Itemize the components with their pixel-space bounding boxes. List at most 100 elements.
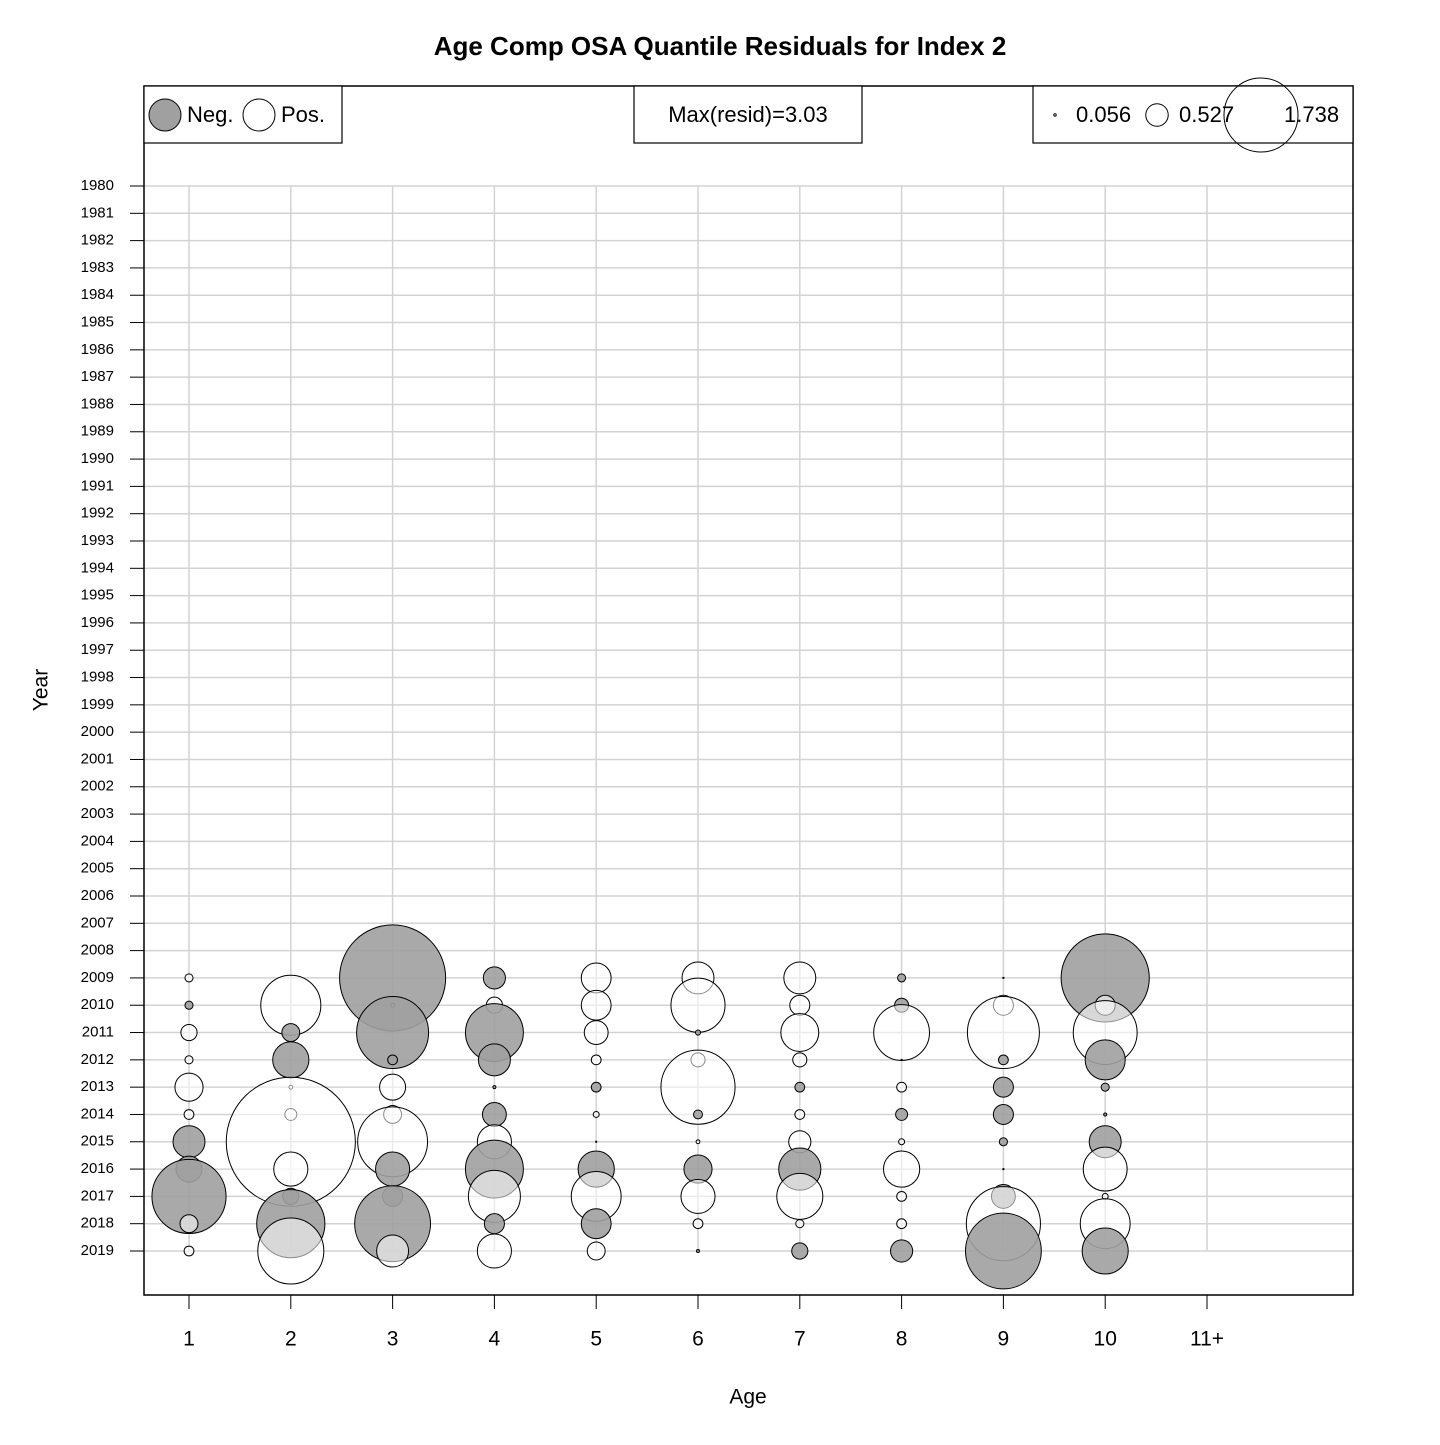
x-tick-label: 2: [285, 1328, 297, 1351]
legend: Max(resid)=3.03 Neg. Pos. 0.056 0.527 1.738: [143, 77, 1354, 153]
y-tick-label: 2010: [81, 996, 114, 1013]
y-tick-label: 2004: [81, 832, 114, 849]
positive-bubble: [692, 1218, 704, 1230]
negative-bubble: [1002, 976, 1005, 980]
y-tick-label: 2008: [81, 942, 114, 959]
positive-bubble: [898, 1138, 906, 1146]
y-tick-label: 2009: [81, 969, 114, 986]
positive-bubble: [174, 1072, 204, 1102]
positive-bubble: [183, 1109, 195, 1120]
y-tick-label: 2018: [81, 1215, 114, 1232]
positive-bubble: [590, 1054, 602, 1066]
positive-bubble: [1082, 1146, 1128, 1192]
size-legend-label: 0.527: [1179, 102, 1234, 127]
x-tick-label: 1: [183, 1328, 195, 1351]
y-tick-label: 1984: [81, 286, 114, 303]
negative-bubble: [482, 966, 506, 990]
positive-bubble: [896, 1081, 907, 1093]
size-legend-label: 0.056: [1076, 102, 1131, 127]
positive-bubble: [476, 1233, 512, 1269]
negative-bubble: [483, 1213, 505, 1235]
y-tick-label: 2015: [81, 1133, 114, 1150]
negative-bubble: [998, 1137, 1008, 1147]
negative-bubble: [794, 1081, 806, 1093]
positive-bubble: [783, 961, 817, 995]
legend-label: Neg.: [187, 102, 233, 127]
positive-bubble: [680, 1178, 716, 1214]
positive-bubble: [789, 994, 811, 1016]
negative-bubble: [387, 1054, 398, 1066]
negative-bubble: [151, 1158, 227, 1234]
y-tick-label: 2002: [81, 778, 114, 795]
positive-bubble: [179, 1214, 199, 1234]
x-tick-label: 10: [1094, 1328, 1117, 1351]
positive-bubble: [900, 1058, 903, 1061]
y-tick-label: 2005: [81, 860, 114, 877]
y-tick-label: 1980: [81, 177, 114, 194]
positive-bubble: [273, 1151, 309, 1187]
negative-bubble: [1103, 1112, 1108, 1117]
negative-bubble: [693, 1109, 703, 1120]
positive-bubble: [792, 1052, 808, 1068]
x-tick-label: 11+: [1190, 1328, 1224, 1351]
positive-bubble: [873, 1004, 931, 1061]
max-label: Max(resid)=3.03: [668, 102, 828, 127]
negative-bubble: [356, 996, 430, 1070]
positive-bubble: [776, 1172, 824, 1220]
legend-box: [1032, 85, 1354, 144]
bubbles: [151, 924, 1150, 1290]
legend-box: [633, 85, 863, 144]
positive-bubble: [379, 1073, 407, 1101]
negative-bubble: [992, 1076, 1014, 1098]
positive-bubble: [257, 1217, 325, 1285]
y-tick-label: 2019: [81, 1242, 114, 1259]
positive-bubble: [795, 1219, 805, 1229]
y-tick-label: 1992: [81, 505, 114, 522]
size-legend-label: 1.738: [1284, 102, 1339, 127]
negative-bubble: [492, 1085, 497, 1090]
negative-bubble: [890, 1239, 914, 1263]
positive-bubble: [780, 1013, 820, 1052]
y-tick-label: 1982: [81, 232, 114, 249]
y-tick-label: 1983: [81, 259, 114, 276]
negative-bubble: [895, 1107, 909, 1121]
y-tick-label: 1986: [81, 341, 114, 358]
y-tick-label: 1991: [81, 477, 114, 494]
positive-bubble: [376, 1234, 410, 1268]
positive-bubble: [580, 962, 612, 994]
x-axis-label: Age: [729, 1386, 766, 1409]
positive-bubble: [794, 1109, 806, 1120]
negative-bubble: [272, 1041, 310, 1079]
y-tick-label: 1985: [81, 314, 114, 331]
positive-bubble: [896, 1190, 907, 1202]
y-tick-label: 2001: [81, 750, 114, 767]
negative-bubble: [172, 1125, 206, 1159]
chart-title: Age Comp OSA Quantile Residuals for Inde…: [434, 31, 1007, 61]
x-tick-label: 4: [489, 1328, 501, 1351]
y-tick-label: 2003: [81, 805, 114, 822]
negative-bubble: [964, 1212, 1042, 1290]
negative-bubble: [998, 1054, 1009, 1066]
negative-bubble: [1081, 1227, 1129, 1275]
positive-bubble: [896, 1218, 907, 1230]
positive-bubble: [592, 1110, 600, 1118]
positive-bubble: [184, 973, 194, 983]
size-legend-circle: [1145, 103, 1169, 127]
y-tick-label: 1988: [81, 395, 114, 412]
negative-bubble: [477, 1043, 511, 1077]
y-tick-label: 1997: [81, 641, 114, 658]
y-tick-label: 1993: [81, 532, 114, 549]
y-tick-label: 1996: [81, 614, 114, 631]
negative-bubble: [281, 1023, 301, 1042]
negative-bubble: [897, 973, 907, 983]
y-tick-label: 1995: [81, 587, 114, 604]
positive-bubble: [586, 1241, 606, 1261]
negative-bubble: [1100, 1082, 1110, 1092]
y-tick-label: 2013: [81, 1078, 114, 1095]
positive-bubble: [595, 1140, 598, 1143]
size-legend-circle: [1223, 77, 1299, 153]
negative-bubble: [992, 1103, 1014, 1125]
positive-bubble: [583, 1020, 609, 1045]
negative-bubble: [184, 1000, 194, 1010]
